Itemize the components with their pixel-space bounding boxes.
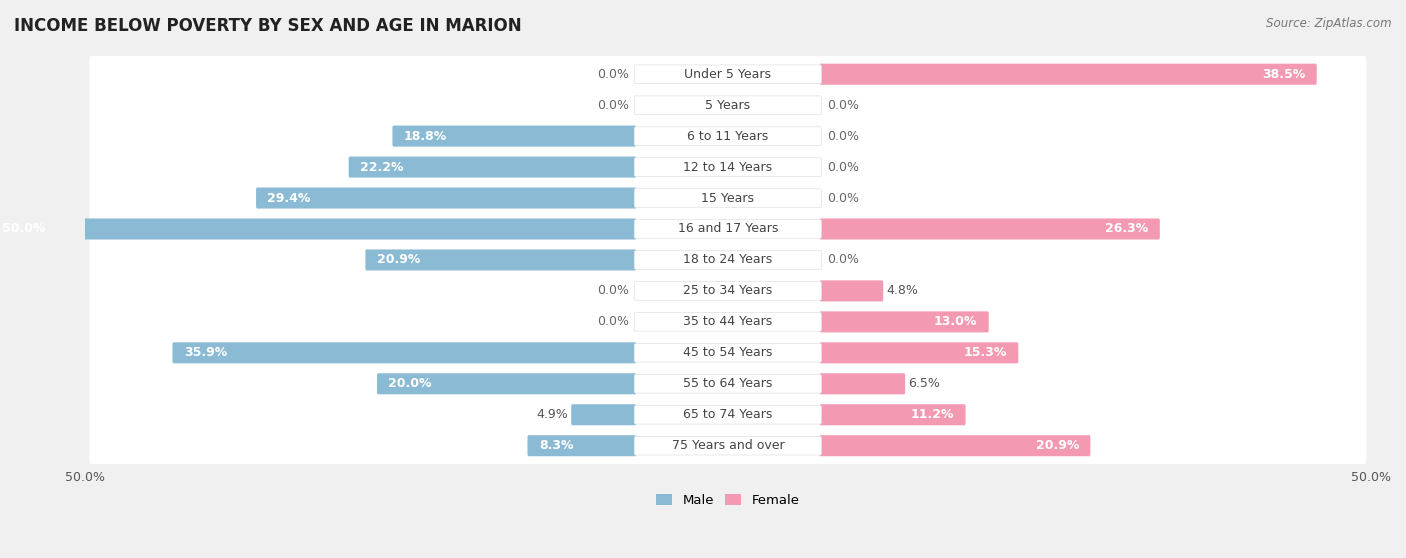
Text: 0.0%: 0.0%	[596, 285, 628, 297]
FancyBboxPatch shape	[89, 365, 1367, 402]
FancyBboxPatch shape	[634, 189, 821, 208]
FancyBboxPatch shape	[634, 374, 821, 393]
FancyBboxPatch shape	[89, 242, 1367, 278]
Text: 45 to 54 Years: 45 to 54 Years	[683, 347, 772, 359]
FancyBboxPatch shape	[820, 311, 988, 333]
Text: 0.0%: 0.0%	[827, 99, 859, 112]
FancyBboxPatch shape	[820, 219, 1160, 239]
Text: Under 5 Years: Under 5 Years	[685, 68, 772, 81]
FancyBboxPatch shape	[820, 373, 905, 395]
FancyBboxPatch shape	[634, 436, 821, 455]
FancyBboxPatch shape	[349, 157, 637, 177]
Text: 20.9%: 20.9%	[377, 253, 420, 267]
FancyBboxPatch shape	[0, 219, 637, 239]
Text: 0.0%: 0.0%	[596, 68, 628, 81]
FancyBboxPatch shape	[634, 344, 821, 362]
Text: 4.8%: 4.8%	[886, 285, 918, 297]
Text: 16 and 17 Years: 16 and 17 Years	[678, 223, 778, 235]
FancyBboxPatch shape	[634, 251, 821, 270]
FancyBboxPatch shape	[89, 149, 1367, 185]
Text: 35.9%: 35.9%	[184, 347, 226, 359]
FancyBboxPatch shape	[527, 435, 637, 456]
Text: 8.3%: 8.3%	[538, 439, 574, 452]
Text: 0.0%: 0.0%	[827, 253, 859, 267]
Text: 29.4%: 29.4%	[267, 191, 311, 205]
Text: 5 Years: 5 Years	[706, 99, 751, 112]
Text: 25 to 34 Years: 25 to 34 Years	[683, 285, 772, 297]
FancyBboxPatch shape	[173, 342, 637, 363]
Text: 6 to 11 Years: 6 to 11 Years	[688, 129, 769, 143]
Text: 12 to 14 Years: 12 to 14 Years	[683, 161, 772, 174]
Text: 20.0%: 20.0%	[388, 377, 432, 390]
FancyBboxPatch shape	[89, 87, 1367, 123]
FancyBboxPatch shape	[392, 126, 637, 147]
FancyBboxPatch shape	[634, 312, 821, 331]
FancyBboxPatch shape	[634, 282, 821, 300]
Text: 65 to 74 Years: 65 to 74 Years	[683, 408, 772, 421]
Text: 38.5%: 38.5%	[1263, 68, 1305, 81]
Text: 6.5%: 6.5%	[908, 377, 939, 390]
Text: 22.2%: 22.2%	[360, 161, 404, 174]
FancyBboxPatch shape	[89, 180, 1367, 217]
Text: 20.9%: 20.9%	[1036, 439, 1078, 452]
FancyBboxPatch shape	[820, 404, 966, 425]
Text: 4.9%: 4.9%	[537, 408, 568, 421]
Text: 15 Years: 15 Years	[702, 191, 755, 205]
Text: 35 to 44 Years: 35 to 44 Years	[683, 315, 772, 328]
Text: 75 Years and over: 75 Years and over	[672, 439, 785, 452]
FancyBboxPatch shape	[634, 220, 821, 238]
FancyBboxPatch shape	[89, 211, 1367, 247]
Text: INCOME BELOW POVERTY BY SEX AND AGE IN MARION: INCOME BELOW POVERTY BY SEX AND AGE IN M…	[14, 17, 522, 35]
Text: 15.3%: 15.3%	[963, 347, 1007, 359]
Text: 18.8%: 18.8%	[404, 129, 447, 143]
FancyBboxPatch shape	[634, 96, 821, 114]
FancyBboxPatch shape	[820, 280, 883, 301]
Legend: Male, Female: Male, Female	[651, 489, 804, 513]
Text: 11.2%: 11.2%	[911, 408, 955, 421]
Text: 0.0%: 0.0%	[596, 315, 628, 328]
Text: 0.0%: 0.0%	[596, 99, 628, 112]
FancyBboxPatch shape	[89, 427, 1367, 464]
FancyBboxPatch shape	[89, 56, 1367, 93]
FancyBboxPatch shape	[634, 158, 821, 176]
Text: 50.0%: 50.0%	[3, 223, 46, 235]
Text: 0.0%: 0.0%	[827, 161, 859, 174]
FancyBboxPatch shape	[377, 373, 637, 395]
Text: 0.0%: 0.0%	[827, 129, 859, 143]
FancyBboxPatch shape	[634, 65, 821, 84]
Text: 0.0%: 0.0%	[827, 191, 859, 205]
FancyBboxPatch shape	[89, 118, 1367, 155]
FancyBboxPatch shape	[571, 404, 637, 425]
FancyBboxPatch shape	[820, 64, 1317, 85]
FancyBboxPatch shape	[634, 406, 821, 424]
FancyBboxPatch shape	[256, 187, 637, 209]
FancyBboxPatch shape	[89, 335, 1367, 371]
FancyBboxPatch shape	[634, 127, 821, 146]
FancyBboxPatch shape	[366, 249, 637, 271]
Text: 55 to 64 Years: 55 to 64 Years	[683, 377, 772, 390]
Text: 26.3%: 26.3%	[1105, 223, 1149, 235]
Text: Source: ZipAtlas.com: Source: ZipAtlas.com	[1267, 17, 1392, 30]
Text: 18 to 24 Years: 18 to 24 Years	[683, 253, 772, 267]
FancyBboxPatch shape	[820, 435, 1090, 456]
FancyBboxPatch shape	[89, 397, 1367, 433]
FancyBboxPatch shape	[89, 304, 1367, 340]
FancyBboxPatch shape	[820, 342, 1018, 363]
FancyBboxPatch shape	[89, 273, 1367, 309]
Text: 13.0%: 13.0%	[934, 315, 977, 328]
